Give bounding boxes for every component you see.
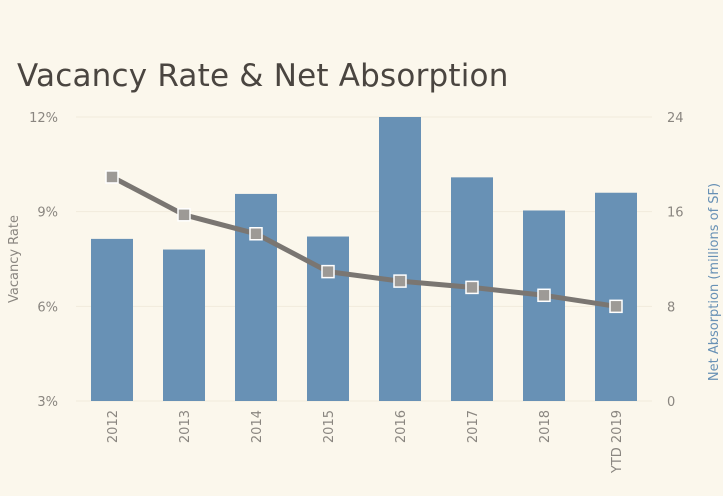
x-tick-label-4: 2016 <box>394 410 409 443</box>
right-tick-label-2: 16 <box>667 206 684 221</box>
x-tick-label-7: YTD 2019 <box>610 410 625 474</box>
bar-1 <box>163 249 205 401</box>
line-marker-3 <box>321 264 335 279</box>
right-tick-label-3: 24 <box>667 111 684 126</box>
x-tick-label-3: 2015 <box>322 410 337 443</box>
bar-2 <box>235 193 277 401</box>
x-tick-label-0: 2012 <box>106 410 121 443</box>
line-marker-4 <box>393 274 407 288</box>
bar-7 <box>595 192 637 401</box>
left-tick-label-1: 6% <box>37 300 58 315</box>
right-tick-label-0: 0 <box>667 395 675 410</box>
left-tick-label-2: 9% <box>37 206 58 221</box>
x-tick-label-2: 2014 <box>250 410 265 443</box>
left-tick-label-3: 12% <box>29 111 58 126</box>
line-marker-1 <box>177 208 191 222</box>
line-series <box>110 174 617 309</box>
x-tick-label-6: 2018 <box>538 410 553 443</box>
line-marker-0 <box>105 170 119 184</box>
line-marker-2 <box>249 227 263 241</box>
bar-6 <box>523 210 565 401</box>
line-marker-6 <box>537 288 551 303</box>
x-tick-label-5: 2017 <box>466 410 481 443</box>
left-axis-title: Vacancy Rate <box>7 215 22 303</box>
right-tick-label-1: 8 <box>667 300 675 315</box>
right-axis-title: Net Absorption (millions of SF) <box>707 183 722 381</box>
left-tick-label-0: 3% <box>37 395 58 410</box>
line-marker-5 <box>465 280 479 295</box>
line-marker-7 <box>609 299 623 314</box>
chart-title: Vacancy Rate & Net Absorption <box>17 58 509 94</box>
x-tick-label-1: 2013 <box>178 410 193 443</box>
bar-0 <box>91 238 133 401</box>
bar-4 <box>379 117 421 401</box>
